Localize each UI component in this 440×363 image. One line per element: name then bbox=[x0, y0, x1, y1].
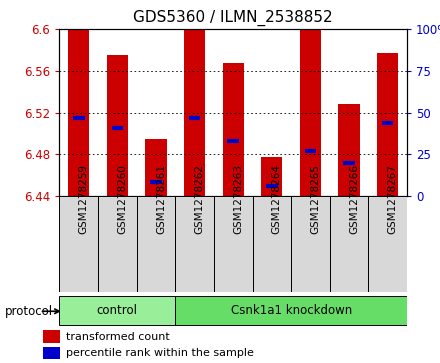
Bar bbox=[214, 196, 253, 292]
Bar bbox=[261, 158, 282, 196]
Bar bbox=[368, 196, 407, 292]
Bar bbox=[137, 196, 175, 292]
Bar bbox=[175, 295, 407, 325]
Text: transformed count: transformed count bbox=[66, 331, 170, 342]
Text: GSM1278260: GSM1278260 bbox=[117, 164, 127, 234]
Text: percentile rank within the sample: percentile rank within the sample bbox=[66, 348, 254, 358]
Text: GSM1278265: GSM1278265 bbox=[311, 164, 320, 234]
Text: GSM1278262: GSM1278262 bbox=[194, 164, 205, 234]
Bar bbox=[338, 104, 359, 196]
Bar bbox=[377, 53, 398, 196]
Bar bbox=[59, 196, 98, 292]
Text: GSM1278261: GSM1278261 bbox=[156, 164, 166, 234]
Text: protocol: protocol bbox=[4, 305, 52, 318]
Bar bbox=[184, 29, 205, 196]
Bar bbox=[330, 196, 368, 292]
Bar bbox=[98, 196, 137, 292]
Text: GSM1278264: GSM1278264 bbox=[272, 164, 282, 234]
Bar bbox=[68, 29, 89, 196]
Bar bbox=[175, 196, 214, 292]
Bar bbox=[300, 29, 321, 196]
Title: GDS5360 / ILMN_2538852: GDS5360 / ILMN_2538852 bbox=[133, 10, 333, 26]
Bar bbox=[43, 330, 60, 343]
Bar bbox=[43, 347, 60, 359]
Text: GSM1278266: GSM1278266 bbox=[349, 164, 359, 234]
Text: GSM1278259: GSM1278259 bbox=[79, 164, 89, 234]
Bar bbox=[223, 64, 244, 196]
Bar bbox=[59, 295, 175, 325]
Bar bbox=[291, 196, 330, 292]
Text: Csnk1a1 knockdown: Csnk1a1 knockdown bbox=[231, 304, 352, 317]
Bar bbox=[107, 55, 128, 196]
Text: GSM1278263: GSM1278263 bbox=[233, 164, 243, 234]
Text: GSM1278267: GSM1278267 bbox=[388, 164, 398, 234]
Text: control: control bbox=[97, 304, 138, 317]
Bar bbox=[145, 139, 167, 196]
Bar bbox=[253, 196, 291, 292]
